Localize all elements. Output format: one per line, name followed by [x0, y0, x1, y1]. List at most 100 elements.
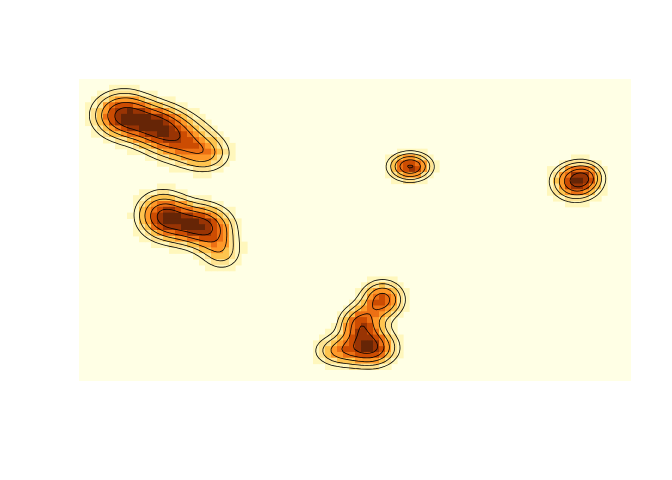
density-cell — [601, 166, 608, 173]
density-cell — [385, 311, 392, 318]
density-cell — [187, 160, 194, 167]
density-cell — [325, 363, 332, 370]
density-cell — [193, 171, 200, 179]
density-cell — [187, 154, 194, 161]
density-cell — [151, 241, 158, 249]
density-cell — [145, 154, 152, 161]
density-cell — [85, 119, 92, 127]
density-cell — [163, 218, 170, 225]
density-cell — [163, 108, 170, 115]
density-cell — [223, 148, 230, 156]
density-cell — [103, 125, 110, 132]
density-cell — [91, 131, 98, 138]
density-cell — [577, 200, 584, 208]
density-cell — [331, 346, 338, 353]
density-cell — [109, 102, 116, 109]
density-cell — [115, 108, 122, 115]
density-cell — [229, 212, 236, 219]
density-cell — [133, 90, 140, 98]
density-cell — [205, 264, 212, 272]
density-cell — [85, 102, 92, 109]
density-cell — [343, 340, 350, 347]
density-cell — [193, 148, 200, 156]
density-cell — [547, 177, 554, 185]
density-cell — [193, 230, 200, 237]
density-cell — [109, 108, 116, 115]
density-cell — [385, 351, 392, 359]
density-cell — [211, 131, 218, 138]
density-cell — [193, 253, 200, 260]
density-cell — [547, 166, 554, 173]
density-cell — [385, 288, 392, 295]
density-cell — [367, 305, 374, 312]
density-cell — [235, 235, 242, 243]
density-cell — [373, 299, 380, 307]
density-cell — [385, 357, 392, 365]
density-cell — [367, 299, 374, 307]
density-cell — [583, 160, 590, 167]
density-cell — [367, 351, 374, 359]
density-cell — [385, 299, 392, 307]
density-cell — [223, 137, 230, 144]
density-cell — [157, 212, 164, 219]
density-cell — [205, 241, 212, 249]
density-cell — [325, 340, 332, 347]
density-cell — [211, 142, 218, 150]
density-cell — [217, 264, 224, 272]
density-cell — [145, 200, 152, 208]
density-cell — [193, 160, 200, 167]
density-cell — [103, 108, 110, 115]
density-cell — [589, 183, 596, 190]
density-cell — [373, 276, 380, 283]
density-cell — [169, 189, 176, 196]
density-cell — [409, 171, 416, 179]
density-cell — [181, 119, 188, 127]
density-cell — [391, 322, 398, 330]
density-cell — [157, 218, 164, 225]
density-cell — [571, 171, 578, 179]
density-cell — [133, 218, 140, 225]
density-cell — [169, 212, 176, 219]
density-cell — [361, 288, 368, 295]
density-cell — [169, 148, 176, 156]
density-cell — [199, 235, 206, 243]
density-cell — [187, 119, 194, 127]
density-cell — [373, 305, 380, 312]
density-cell — [211, 218, 218, 225]
density-cell — [589, 160, 596, 167]
density-cell — [397, 351, 404, 359]
density-cell — [133, 102, 140, 109]
density-cell — [157, 102, 164, 109]
density-cell — [175, 212, 182, 219]
density-cell — [127, 84, 134, 92]
density-cell — [565, 177, 572, 185]
density-cell — [397, 154, 404, 161]
density-cell — [145, 96, 152, 103]
density-cell — [127, 108, 134, 115]
density-cell — [385, 154, 392, 161]
density-cell — [163, 160, 170, 167]
density-cell — [367, 346, 374, 353]
density-cell — [145, 148, 152, 156]
density-cell — [343, 334, 350, 341]
density-cell — [133, 125, 140, 132]
density-cell — [331, 322, 338, 330]
density-cell — [391, 351, 398, 359]
density-cell — [361, 357, 368, 365]
density-cell — [151, 108, 158, 115]
density-cell — [139, 113, 146, 121]
density-cell — [109, 137, 116, 144]
density-cell — [199, 224, 206, 231]
density-cell — [163, 235, 170, 243]
density-cell — [385, 171, 392, 179]
density-cell — [319, 340, 326, 347]
density-cell — [355, 340, 362, 347]
density-cell — [385, 328, 392, 336]
density-cell — [133, 206, 140, 214]
density-cell — [361, 334, 368, 341]
density-cell — [217, 253, 224, 260]
density-cell — [409, 166, 416, 173]
density-cell — [331, 340, 338, 347]
density-cell — [145, 137, 152, 144]
density-cell — [373, 311, 380, 318]
